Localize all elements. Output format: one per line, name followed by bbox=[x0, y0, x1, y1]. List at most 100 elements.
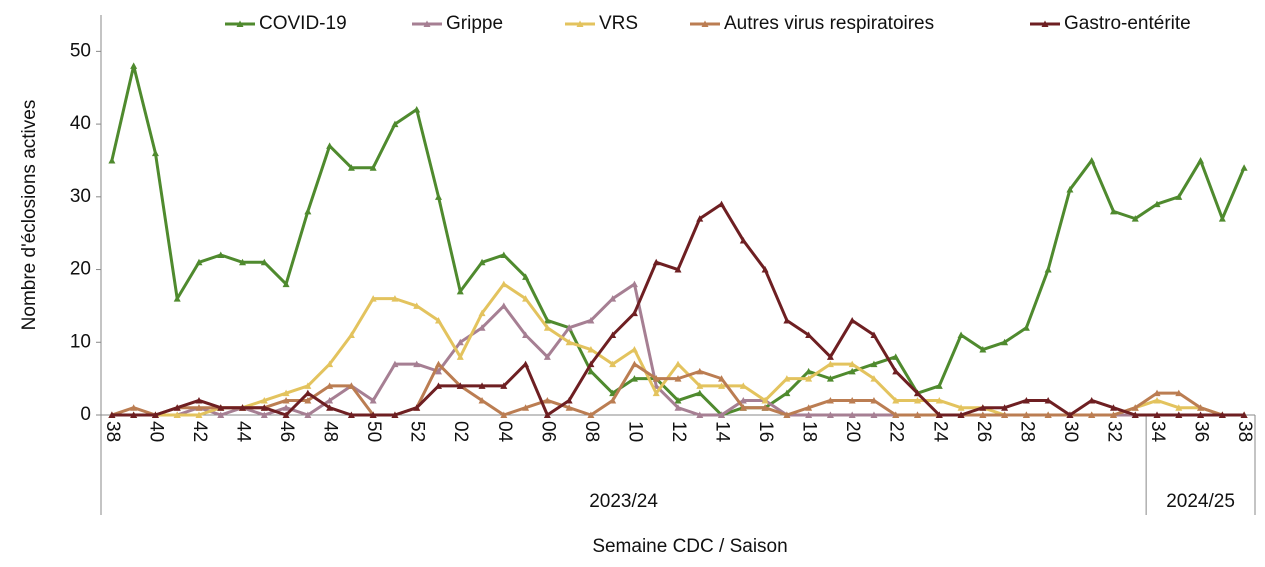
point-marker bbox=[914, 411, 922, 418]
point-marker bbox=[522, 295, 530, 302]
point-marker bbox=[979, 346, 987, 353]
point-marker bbox=[1197, 404, 1205, 411]
point-marker bbox=[870, 375, 878, 382]
legend-marker bbox=[576, 20, 584, 27]
point-marker bbox=[1131, 404, 1139, 411]
point-marker bbox=[478, 396, 486, 404]
point-marker bbox=[1109, 404, 1117, 411]
point-marker bbox=[195, 404, 203, 411]
legend-label: Autres virus respiratoires bbox=[724, 13, 934, 34]
point-marker bbox=[935, 382, 943, 389]
y-tick-label: 30 bbox=[70, 186, 91, 207]
point-marker bbox=[522, 331, 530, 338]
point-marker bbox=[130, 404, 138, 411]
point-marker bbox=[369, 164, 377, 171]
point-marker bbox=[1240, 164, 1248, 171]
season-label: 2024/25 bbox=[1166, 491, 1235, 512]
point-marker bbox=[282, 280, 290, 288]
point-marker bbox=[326, 404, 334, 411]
point-marker bbox=[1001, 338, 1009, 346]
point-marker bbox=[543, 316, 551, 324]
point-marker bbox=[500, 411, 508, 418]
point-marker bbox=[630, 280, 638, 288]
point-marker bbox=[413, 302, 421, 309]
point-marker bbox=[304, 389, 312, 397]
point-marker bbox=[1044, 266, 1052, 273]
point-marker bbox=[108, 156, 116, 164]
point-marker bbox=[783, 411, 791, 418]
point-marker bbox=[1153, 411, 1161, 418]
point-marker bbox=[914, 396, 922, 404]
point-marker bbox=[260, 396, 268, 404]
x-tick-label: 08 bbox=[581, 421, 602, 442]
legend-marker bbox=[701, 20, 709, 27]
point-marker bbox=[848, 316, 856, 324]
point-marker bbox=[304, 411, 312, 418]
point-marker bbox=[565, 324, 573, 331]
point-marker bbox=[739, 404, 747, 411]
point-marker bbox=[1153, 200, 1161, 208]
point-marker bbox=[543, 396, 551, 404]
point-marker bbox=[1044, 411, 1052, 418]
point-marker bbox=[1088, 411, 1096, 418]
point-marker bbox=[326, 396, 334, 404]
x-tick-label: 38 bbox=[102, 421, 123, 442]
legend-label: VRS bbox=[599, 13, 638, 34]
point-marker bbox=[761, 266, 769, 273]
point-marker bbox=[1109, 207, 1117, 215]
point-marker bbox=[1131, 215, 1139, 222]
y-tick-label: 40 bbox=[70, 113, 91, 134]
point-marker bbox=[543, 324, 551, 331]
point-marker bbox=[652, 375, 660, 382]
point-marker bbox=[282, 396, 290, 404]
point-marker bbox=[326, 382, 334, 389]
point-marker bbox=[848, 367, 856, 375]
x-tick-label: 30 bbox=[1060, 421, 1081, 442]
x-tick-label: 20 bbox=[842, 421, 863, 442]
x-tick-label: 34 bbox=[1147, 421, 1168, 443]
point-marker bbox=[674, 396, 682, 404]
point-marker bbox=[239, 258, 247, 266]
point-marker bbox=[108, 411, 116, 418]
point-marker bbox=[195, 258, 203, 266]
point-marker bbox=[805, 411, 813, 418]
point-marker bbox=[195, 396, 203, 404]
point-marker bbox=[674, 266, 682, 273]
point-marker bbox=[260, 258, 268, 266]
point-marker bbox=[630, 375, 638, 382]
point-marker bbox=[500, 280, 508, 288]
point-marker bbox=[805, 404, 813, 411]
point-marker bbox=[892, 367, 900, 375]
point-marker bbox=[1153, 389, 1161, 397]
point-marker bbox=[739, 382, 747, 389]
point-marker bbox=[1001, 411, 1009, 418]
point-marker bbox=[870, 331, 878, 338]
point-marker bbox=[652, 389, 660, 397]
x-tick-label: 42 bbox=[189, 421, 210, 442]
point-marker bbox=[1088, 156, 1096, 164]
point-marker bbox=[848, 396, 856, 404]
point-marker bbox=[347, 331, 355, 338]
point-marker bbox=[347, 164, 355, 171]
point-marker bbox=[304, 396, 312, 404]
point-marker bbox=[130, 62, 138, 69]
point-marker bbox=[892, 353, 900, 360]
point-marker bbox=[826, 360, 834, 368]
point-marker bbox=[413, 106, 421, 113]
x-tick-label: 28 bbox=[1016, 421, 1037, 442]
point-marker bbox=[217, 251, 225, 258]
point-marker bbox=[1022, 324, 1030, 331]
point-marker bbox=[217, 411, 225, 418]
point-marker bbox=[630, 346, 638, 353]
point-marker bbox=[1218, 411, 1226, 418]
point-marker bbox=[456, 382, 464, 389]
point-marker bbox=[217, 404, 225, 411]
x-tick-label: 52 bbox=[407, 421, 428, 442]
point-marker bbox=[718, 382, 726, 389]
legend-label: Grippe bbox=[446, 13, 503, 34]
point-marker bbox=[1088, 396, 1096, 404]
point-marker bbox=[478, 258, 486, 266]
point-marker bbox=[151, 149, 159, 157]
point-marker bbox=[957, 331, 965, 338]
x-tick-label: 10 bbox=[624, 421, 645, 442]
